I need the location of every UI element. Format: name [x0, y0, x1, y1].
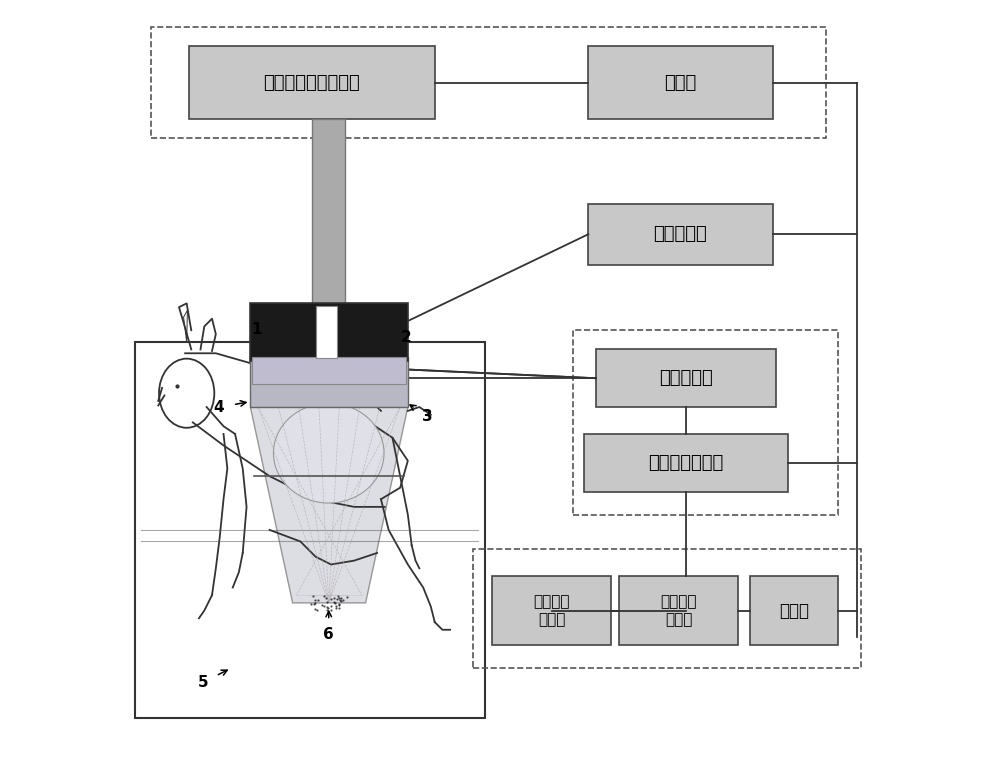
Text: 1: 1 [251, 323, 262, 337]
FancyBboxPatch shape [135, 342, 485, 718]
Text: 4: 4 [214, 399, 224, 415]
Text: 多维可编程机械悬臂: 多维可编程机械悬臂 [263, 74, 360, 91]
Text: 功率放大器: 功率放大器 [659, 369, 713, 387]
Text: 宽带信号
放大器: 宽带信号 放大器 [534, 594, 570, 627]
Text: 5: 5 [198, 674, 209, 690]
FancyBboxPatch shape [750, 576, 838, 645]
FancyBboxPatch shape [584, 434, 788, 492]
FancyBboxPatch shape [619, 576, 738, 645]
FancyBboxPatch shape [250, 357, 408, 407]
Text: 计算机: 计算机 [779, 601, 809, 620]
FancyBboxPatch shape [596, 349, 776, 407]
Text: 任意波形发生器: 任意波形发生器 [649, 454, 724, 472]
FancyBboxPatch shape [588, 204, 773, 265]
FancyBboxPatch shape [189, 46, 435, 119]
FancyBboxPatch shape [316, 306, 337, 358]
FancyBboxPatch shape [252, 357, 406, 384]
FancyBboxPatch shape [312, 119, 345, 323]
FancyBboxPatch shape [250, 303, 408, 361]
Text: 超声诊断仪: 超声诊断仪 [654, 225, 707, 243]
Text: 高速数据
采集卡: 高速数据 采集卡 [660, 594, 697, 627]
Text: 3: 3 [422, 409, 432, 424]
Text: 控制器: 控制器 [664, 74, 697, 91]
Text: 2: 2 [401, 330, 412, 345]
FancyBboxPatch shape [492, 576, 611, 645]
FancyBboxPatch shape [588, 46, 773, 119]
Polygon shape [250, 407, 408, 603]
Ellipse shape [273, 403, 384, 503]
Text: 6: 6 [323, 627, 334, 642]
